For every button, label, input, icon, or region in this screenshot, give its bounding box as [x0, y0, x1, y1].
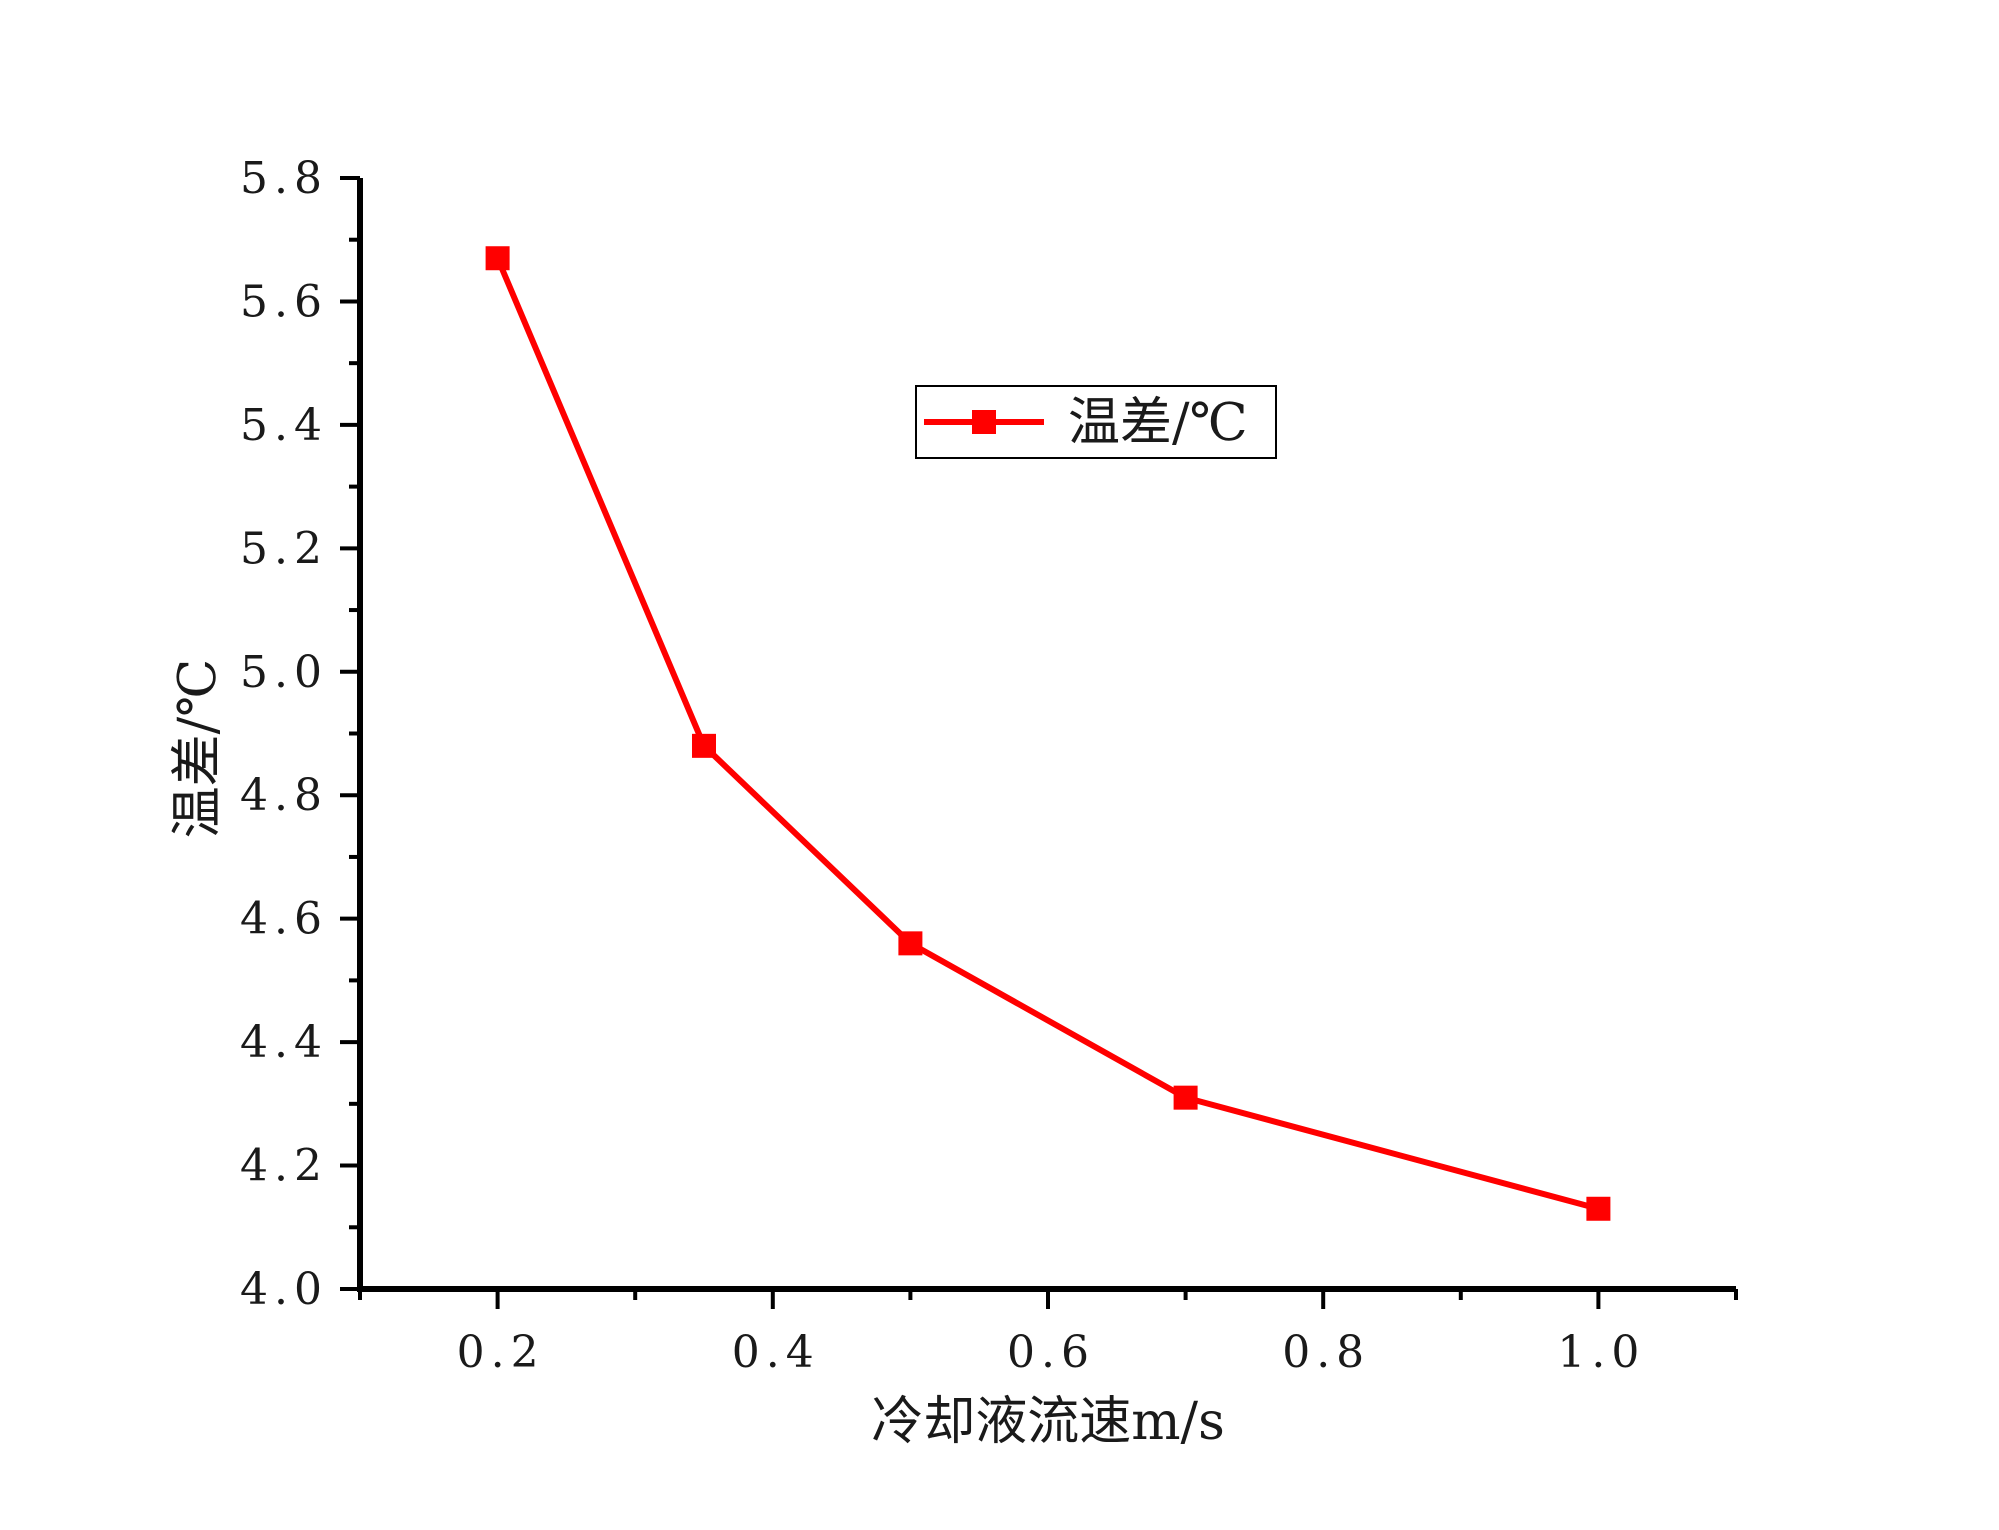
y-tick-label: 5.0	[240, 647, 328, 698]
y-axis-title: 温差/℃	[168, 659, 228, 839]
y-tick-label: 4.0	[240, 1264, 328, 1315]
legend: 温差/℃	[915, 385, 1277, 459]
y-tick-label: 4.6	[240, 894, 328, 945]
data-point-marker	[1586, 1196, 1611, 1221]
data-point-marker	[1173, 1085, 1198, 1110]
data-point-marker	[485, 246, 510, 271]
y-tick-label: 5.6	[240, 276, 328, 327]
data-point-marker	[692, 733, 716, 758]
axes: 4.0 4.2 4.4 4.6 4.8 5.0 5.2 5.4 5.6 5.8 0.2 0.4 0.6 0…	[240, 153, 1738, 1378]
y-tick-label: 4.8	[240, 770, 328, 821]
series-layer	[485, 246, 1611, 1221]
data-point-marker	[898, 931, 923, 956]
y-tick-label: 5.8	[240, 153, 328, 204]
x-tick-label: 0.6	[1007, 1327, 1095, 1378]
y-tick-label: 5.4	[240, 400, 328, 451]
x-tick-label: 0.8	[1282, 1327, 1370, 1378]
x-tick-label: 0.4	[732, 1327, 820, 1378]
legend-square-marker-icon	[972, 410, 996, 434]
y-tick-label: 4.2	[240, 1141, 328, 1192]
x-tick-label: 0.2	[457, 1327, 545, 1378]
legend-label: 温差/℃	[1068, 393, 1248, 453]
x-tick-label: 1.0	[1557, 1327, 1645, 1378]
y-tick-label: 4.4	[240, 1017, 328, 1068]
x-axis-title: 冷却液流速m/s	[871, 1392, 1225, 1452]
y-tick-label: 5.2	[240, 523, 328, 574]
